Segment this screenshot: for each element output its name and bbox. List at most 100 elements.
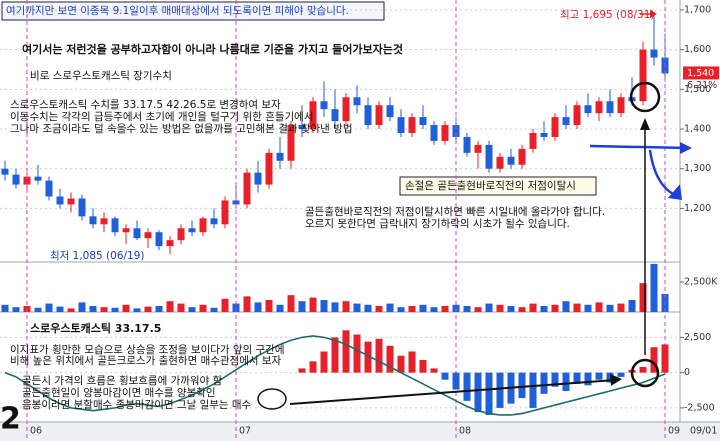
histogram-bar [562, 372, 570, 391]
volume-bar [12, 307, 20, 312]
candle-body [177, 228, 185, 241]
candle-body [639, 49, 647, 102]
candle-body [100, 218, 108, 225]
candle-body [111, 218, 119, 233]
histogram-bar [518, 372, 526, 399]
annotation: 이지표가 횡만한 모습으로 상승을 조정을 보이다가 앞의 구간에 [10, 343, 285, 356]
candle-body [463, 136, 471, 153]
annotation: 그나마 조금이라도 덜 속을수 있는 방법은 없을까를 고민해본 결과 찾아낸 … [10, 122, 353, 135]
candle-body [12, 174, 20, 185]
volume-bar [551, 304, 559, 312]
y-tick-label: 1,500 [684, 84, 711, 95]
oscillator-line [4, 335, 666, 416]
histogram-bar [639, 367, 647, 373]
volume-bar [298, 301, 306, 312]
candle-body [320, 101, 328, 110]
volume-bar [496, 304, 504, 312]
volume-bar [419, 304, 427, 312]
y-tick-label: 1,600 [684, 44, 711, 55]
arrowhead [650, 10, 657, 18]
volume-bar [232, 303, 240, 312]
annotation: 골든출현일이 양봉마감이면 매수를 양봉확인 [22, 386, 216, 399]
price-tag-label: 1,540 [687, 68, 714, 79]
annotation: 비로 스로우스토캐스틱 장기수치 [30, 70, 172, 82]
volume-bar [408, 305, 416, 312]
annotation: 스로우스토캐스틱 33.17.5 [30, 321, 161, 335]
annotation: 2 [0, 402, 21, 437]
volume-bar [309, 297, 317, 312]
arrow [289, 379, 616, 405]
candle-body [243, 172, 251, 205]
volume-bar [56, 306, 64, 312]
histogram-bar [331, 337, 339, 373]
histogram-bar [661, 344, 669, 373]
volume-bar [540, 305, 548, 312]
volume-bar [133, 308, 141, 312]
volume-bar [342, 301, 350, 312]
volume-bar [166, 301, 174, 312]
volume-bar [155, 305, 163, 312]
volume-bar [364, 304, 372, 312]
volume-bar [617, 303, 625, 312]
volume-bar [111, 307, 119, 312]
histogram-bar [474, 372, 482, 413]
arrowhead [640, 118, 650, 130]
y-tick-label: 2,500K [684, 276, 718, 287]
y-tick-label: 0 [684, 367, 690, 378]
histogram-bar [353, 334, 361, 373]
annotation: 손절은 골든출현바로직전의 저점이탈시 [405, 179, 576, 192]
histogram-bar [540, 372, 548, 394]
candle-body [298, 125, 306, 130]
candle-body [551, 117, 559, 137]
histogram-bar [496, 372, 504, 408]
annotation: 여기까지만 보면 이종목 9.1일이후 매매대상에서 되도록이면 피해야 맞습니… [6, 4, 349, 17]
candle-body [23, 176, 31, 185]
annotation-shapes [257, 10, 692, 410]
candle-body [309, 101, 317, 130]
candle-body [199, 218, 207, 233]
volume-bar [430, 307, 438, 312]
volume-bar [243, 296, 251, 312]
candle-body [353, 97, 361, 106]
annotation: 이동수치는 각각의 급등주에서 초기에 개인을 털구기 위한 흔들기에서 [10, 110, 314, 123]
volume-bar [45, 303, 53, 312]
volume-bar [353, 303, 361, 312]
candle-body [474, 144, 482, 153]
candle-body [496, 156, 504, 169]
candle-body [166, 240, 174, 247]
histogram-bar [441, 372, 449, 380]
candle-body [133, 228, 141, 239]
arrowhead [610, 374, 622, 386]
candle-body [265, 152, 273, 185]
candle-body [155, 232, 163, 247]
volume-bar [463, 305, 471, 312]
arrowhead [668, 184, 682, 200]
candle-body [375, 105, 383, 126]
histogram-bar [485, 372, 493, 415]
annotation: 음봉이라면 분할매수 종봉마감이면 그날 일부는 매수 [22, 398, 252, 411]
volume-bar [78, 302, 86, 312]
histogram-bar [397, 355, 405, 373]
circle-mark [257, 388, 287, 410]
candle-body [584, 105, 592, 114]
candle-body [650, 49, 658, 58]
candle-body [617, 97, 625, 114]
x-tick-label: 08 [459, 426, 471, 437]
candle-body [397, 117, 405, 133]
volume-bar [639, 283, 647, 312]
volume-bar [397, 307, 405, 312]
volume-bar [573, 303, 581, 312]
volume-bar [122, 304, 130, 312]
histogram-bar [617, 372, 625, 377]
candle-body [507, 156, 515, 165]
candle-body [386, 105, 394, 118]
y-tick-label: 1,700 [684, 4, 711, 15]
y-tick-label: -2,500 [684, 402, 715, 413]
histogram-bar [452, 372, 460, 390]
candle-body [419, 117, 427, 126]
volume-bar [474, 307, 482, 312]
histogram-bar [419, 359, 427, 373]
volume-bar [485, 303, 493, 312]
annotation: 골든시 가격의 흐름은 횡보흐름에 가까워야 함 [22, 374, 223, 387]
